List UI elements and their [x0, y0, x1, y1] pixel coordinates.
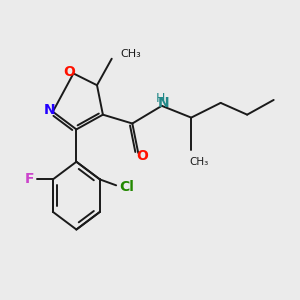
Text: CH₃: CH₃: [189, 158, 208, 167]
Text: H: H: [156, 92, 165, 105]
Text: F: F: [25, 172, 34, 186]
Text: O: O: [137, 149, 148, 163]
Text: O: O: [63, 65, 75, 79]
Text: CH₃: CH₃: [121, 49, 141, 59]
Text: Cl: Cl: [119, 180, 134, 194]
Text: N: N: [44, 103, 56, 117]
Text: N: N: [158, 96, 169, 110]
